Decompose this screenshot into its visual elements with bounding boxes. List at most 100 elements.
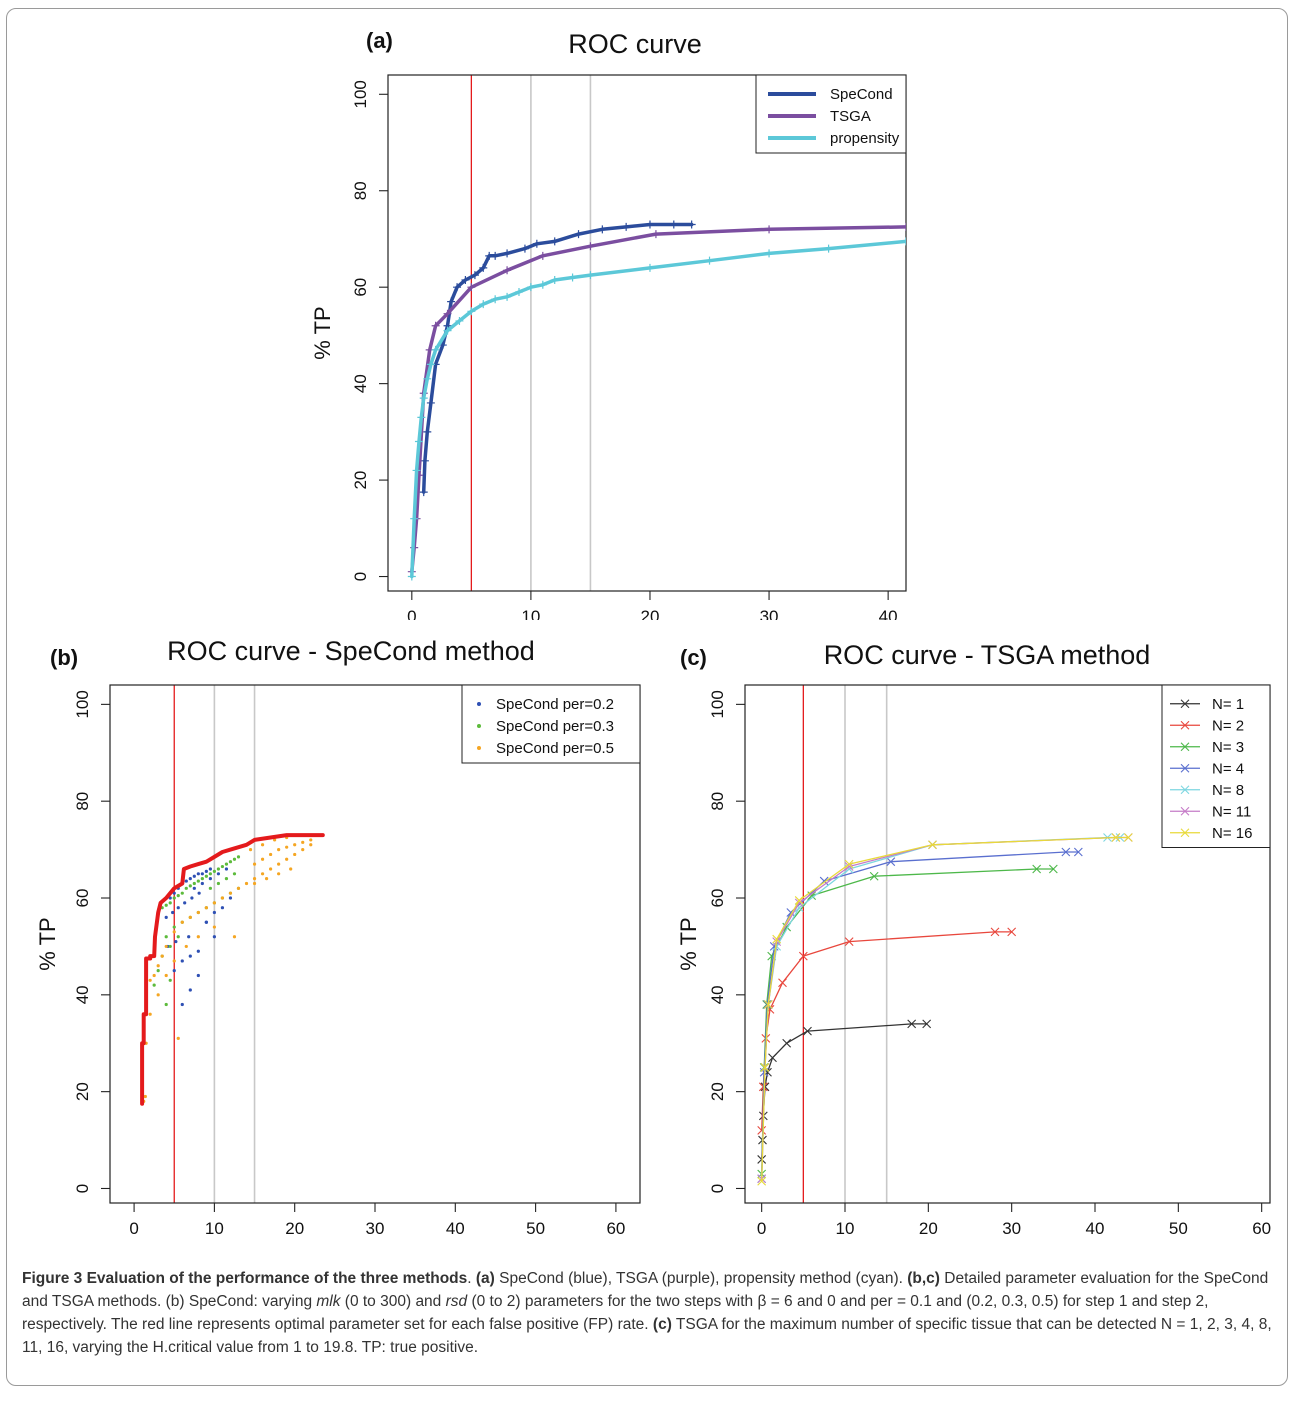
plot-box [744,684,1271,1204]
x-tick-label: 60 [606,1219,625,1238]
data-point [190,896,194,900]
data-point [152,983,156,987]
x-tick-label: 0 [129,1219,138,1238]
data-point [550,237,559,246]
plot-box [387,74,907,592]
data-point [419,488,428,497]
data-point [164,944,168,949]
data-point [148,978,152,982]
data-point [176,906,180,910]
caption-c-text: TSGA for the maximum number of specific … [22,1316,1272,1356]
legend-marker [1180,828,1190,838]
data-point [220,864,225,869]
data-point [794,896,804,905]
data-point [188,988,192,992]
caption-mid2: (0 to 2) parameters for the two steps wi… [22,1293,1209,1333]
data-point [208,886,212,890]
y-tick-label: 20 [708,1082,727,1101]
data-point [757,1125,767,1135]
caption-title: Figure 3 Evaluation of the performance o… [22,1270,468,1287]
data-point [228,896,233,900]
legend-marker [1180,785,1190,795]
data-point [645,263,654,272]
data-point [174,939,178,944]
data-point [586,242,595,251]
data-point [228,891,233,895]
data-point [760,1063,770,1072]
data-point [204,920,208,924]
y-tick-label: 0 [708,1184,727,1193]
series-line [410,225,906,574]
data-point [293,843,297,847]
caption-rsd: rsd [445,1293,468,1310]
x-tick-label: 0 [407,607,416,620]
data-point [772,934,782,944]
data-point [212,925,216,929]
data-point [491,251,500,260]
data-point [196,872,200,876]
data-point [228,860,233,864]
chart-title: ROC curve [568,29,702,59]
x-tick-label: 30 [1002,1219,1021,1238]
legend-label: SpeCond [830,86,893,103]
data-point [192,881,196,886]
data-point [479,300,488,309]
data-point [532,239,541,248]
data-point [196,879,200,883]
y-tick-label: 40 [351,374,370,393]
data-point [309,843,313,847]
data-point [277,847,281,852]
x-tick-label: 50 [1169,1219,1188,1238]
data-point [503,249,512,258]
data-point [467,307,476,316]
data-point [252,881,257,886]
legend-label: N= 16 [1212,825,1252,842]
series-line [421,222,694,494]
data-point [252,862,257,866]
data-point [188,954,192,958]
data-point [269,867,273,871]
y-tick-label: 100 [73,690,92,718]
series-line [140,833,325,1106]
data-point [168,901,172,905]
y-tick-label: 60 [351,278,370,297]
data-point [187,935,191,939]
series-line [761,851,1079,1180]
data-point [212,910,216,915]
data-point [782,1038,792,1048]
legend-label: propensity [830,130,900,147]
data-point [164,973,168,978]
data-point [778,978,787,988]
data-point [431,321,440,330]
data-point [277,872,281,876]
legend-label: SpeCond per=0.5 [496,740,614,757]
figure-frame [6,8,1288,1386]
data-point [200,881,204,886]
data-point [216,872,221,876]
data-point [301,840,305,844]
data-point [204,906,208,910]
data-point [765,225,774,234]
data-point [204,869,208,873]
legend-label: N= 8 [1212,782,1244,799]
data-point [922,1019,932,1029]
data-point [248,847,253,852]
caption-dot: . [467,1270,476,1287]
data-point [208,867,212,871]
data-point [216,867,221,871]
data-point [164,935,168,939]
data-point [180,920,184,924]
legend-label: N= 11 [1212,803,1251,820]
data-point [208,877,212,881]
series-line [410,239,906,579]
data-point [763,1000,773,1009]
data-point [417,413,426,422]
data-point [443,326,452,335]
data-point [148,1012,152,1016]
legend-swatch [477,724,481,728]
caption-mid1: (0 to 300) and [340,1293,446,1310]
data-point [990,927,1000,937]
y-axis-label: % TP [310,306,335,359]
data-point [461,275,470,284]
data-point [479,263,488,272]
